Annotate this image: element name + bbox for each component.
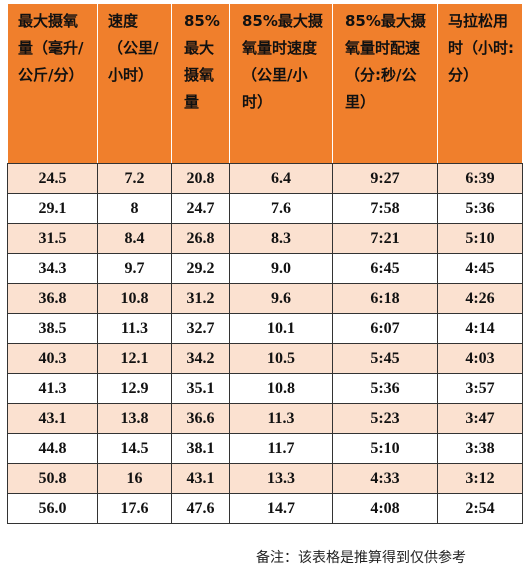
cell-85-speed: 9.6 (229, 283, 333, 314)
cell-85-pace: 7:58 (332, 193, 438, 224)
cell-marathon-time: 3:57 (437, 373, 523, 404)
cell-85-vo2max: 47.6 (171, 493, 230, 524)
header-marathon-time: 马拉松用时（小时:分） (437, 4, 523, 164)
cell-85-speed: 14.7 (229, 493, 333, 524)
vo2max-pace-table: 最大摄氧量（毫升/公斤/分） 速度（公里/小时） 85%最大摄氧量 85%最大摄… (7, 4, 523, 524)
cell-vo2max: 38.5 (7, 313, 98, 344)
cell-85-pace: 5:45 (332, 343, 438, 374)
table-row: 31.5 8.4 26.8 8.3 7:21 5:10 (7, 223, 523, 254)
cell-vo2max: 40.3 (7, 343, 98, 374)
cell-85-vo2max: 36.6 (171, 403, 230, 434)
table-body: 24.5 7.2 20.8 6.4 9:27 6:39 29.1 8 24.7 7.6 7:58 5:… (7, 163, 523, 524)
cell-vo2max: 31.5 (7, 223, 98, 254)
cell-85-pace: 9:27 (332, 163, 438, 194)
cell-85-pace: 6:18 (332, 283, 438, 314)
cell-85-pace: 4:33 (332, 463, 438, 494)
cell-85-vo2max: 24.7 (171, 193, 230, 224)
cell-85-vo2max: 43.1 (171, 463, 230, 494)
cell-85-pace: 4:08 (332, 493, 438, 524)
cell-marathon-time: 4:14 (437, 313, 523, 344)
cell-vo2max: 44.8 (7, 433, 98, 464)
table-row: 38.5 11.3 32.7 10.1 6:07 4:14 (7, 313, 523, 344)
cell-85-speed: 10.5 (229, 343, 333, 374)
table-row: 50.8 16 43.1 13.3 4:33 3:12 (7, 463, 523, 494)
cell-85-vo2max: 26.8 (171, 223, 230, 254)
cell-85-pace: 5:36 (332, 373, 438, 404)
cell-speed: 13.8 (97, 403, 172, 434)
table-row: 34.3 9.7 29.2 9.0 6:45 4:45 (7, 253, 523, 284)
table-row: 44.8 14.5 38.1 11.7 5:10 3:38 (7, 433, 523, 464)
cell-marathon-time: 6:39 (437, 163, 523, 194)
cell-speed: 17.6 (97, 493, 172, 524)
cell-speed: 14.5 (97, 433, 172, 464)
table-row: 43.1 13.8 36.6 11.3 5:23 3:47 (7, 403, 523, 434)
cell-marathon-time: 4:03 (437, 343, 523, 374)
table-header: 最大摄氧量（毫升/公斤/分） 速度（公里/小时） 85%最大摄氧量 85%最大摄… (7, 4, 523, 164)
cell-vo2max: 41.3 (7, 373, 98, 404)
header-vo2max: 最大摄氧量（毫升/公斤/分） (7, 4, 98, 164)
cell-vo2max: 24.5 (7, 163, 98, 194)
header-85-vo2max: 85%最大摄氧量 (171, 4, 230, 164)
cell-speed: 8.4 (97, 223, 172, 254)
table-row: 36.8 10.8 31.2 9.6 6:18 4:26 (7, 283, 523, 314)
cell-speed: 12.1 (97, 343, 172, 374)
cell-85-speed: 11.7 (229, 433, 333, 464)
cell-85-speed: 13.3 (229, 463, 333, 494)
cell-marathon-time: 5:10 (437, 223, 523, 254)
cell-vo2max: 36.8 (7, 283, 98, 314)
cell-vo2max: 56.0 (7, 493, 98, 524)
header-speed: 速度（公里/小时） (97, 4, 172, 164)
cell-speed: 9.7 (97, 253, 172, 284)
cell-85-vo2max: 34.2 (171, 343, 230, 374)
cell-85-speed: 9.0 (229, 253, 333, 284)
cell-vo2max: 29.1 (7, 193, 98, 224)
cell-85-speed: 6.4 (229, 163, 333, 194)
table-row: 41.3 12.9 35.1 10.8 5:36 3:57 (7, 373, 523, 404)
cell-85-speed: 8.3 (229, 223, 333, 254)
cell-85-speed: 7.6 (229, 193, 333, 224)
cell-speed: 7.2 (97, 163, 172, 194)
cell-85-pace: 6:07 (332, 313, 438, 344)
table-row: 56.0 17.6 47.6 14.7 4:08 2:54 (7, 493, 523, 524)
cell-marathon-time: 5:36 (437, 193, 523, 224)
cell-speed: 11.3 (97, 313, 172, 344)
cell-85-speed: 10.8 (229, 373, 333, 404)
cell-vo2max: 34.3 (7, 253, 98, 284)
cell-85-vo2max: 20.8 (171, 163, 230, 194)
cell-vo2max: 43.1 (7, 403, 98, 434)
cell-85-pace: 6:45 (332, 253, 438, 284)
table-row: 29.1 8 24.7 7.6 7:58 5:36 (7, 193, 523, 224)
cell-vo2max: 50.8 (7, 463, 98, 494)
cell-85-vo2max: 31.2 (171, 283, 230, 314)
cell-marathon-time: 3:47 (437, 403, 523, 434)
cell-85-pace: 7:21 (332, 223, 438, 254)
cell-marathon-time: 3:12 (437, 463, 523, 494)
cell-85-pace: 5:23 (332, 403, 438, 434)
cell-85-vo2max: 35.1 (171, 373, 230, 404)
header-85-pace: 85%最大摄氧量时配速（分:秒/公里） (332, 4, 438, 164)
cell-marathon-time: 3:38 (437, 433, 523, 464)
header-85-speed: 85%最大摄氧量时速度（公里/小时） (229, 4, 333, 164)
cell-85-speed: 10.1 (229, 313, 333, 344)
cell-marathon-time: 4:45 (437, 253, 523, 284)
cell-marathon-time: 2:54 (437, 493, 523, 524)
cell-marathon-time: 4:26 (437, 283, 523, 314)
cell-85-vo2max: 32.7 (171, 313, 230, 344)
header-row: 最大摄氧量（毫升/公斤/分） 速度（公里/小时） 85%最大摄氧量 85%最大摄… (7, 4, 523, 164)
cell-speed: 16 (97, 463, 172, 494)
cell-85-vo2max: 38.1 (171, 433, 230, 464)
cell-85-vo2max: 29.2 (171, 253, 230, 284)
table-row: 40.3 12.1 34.2 10.5 5:45 4:03 (7, 343, 523, 374)
table-row: 24.5 7.2 20.8 6.4 9:27 6:39 (7, 163, 523, 194)
cell-85-pace: 5:10 (332, 433, 438, 464)
cell-speed: 12.9 (97, 373, 172, 404)
cell-85-speed: 11.3 (229, 403, 333, 434)
footnote: 备注：该表格是推算得到仅供参考 (256, 550, 466, 566)
cell-speed: 10.8 (97, 283, 172, 314)
cell-speed: 8 (97, 193, 172, 224)
